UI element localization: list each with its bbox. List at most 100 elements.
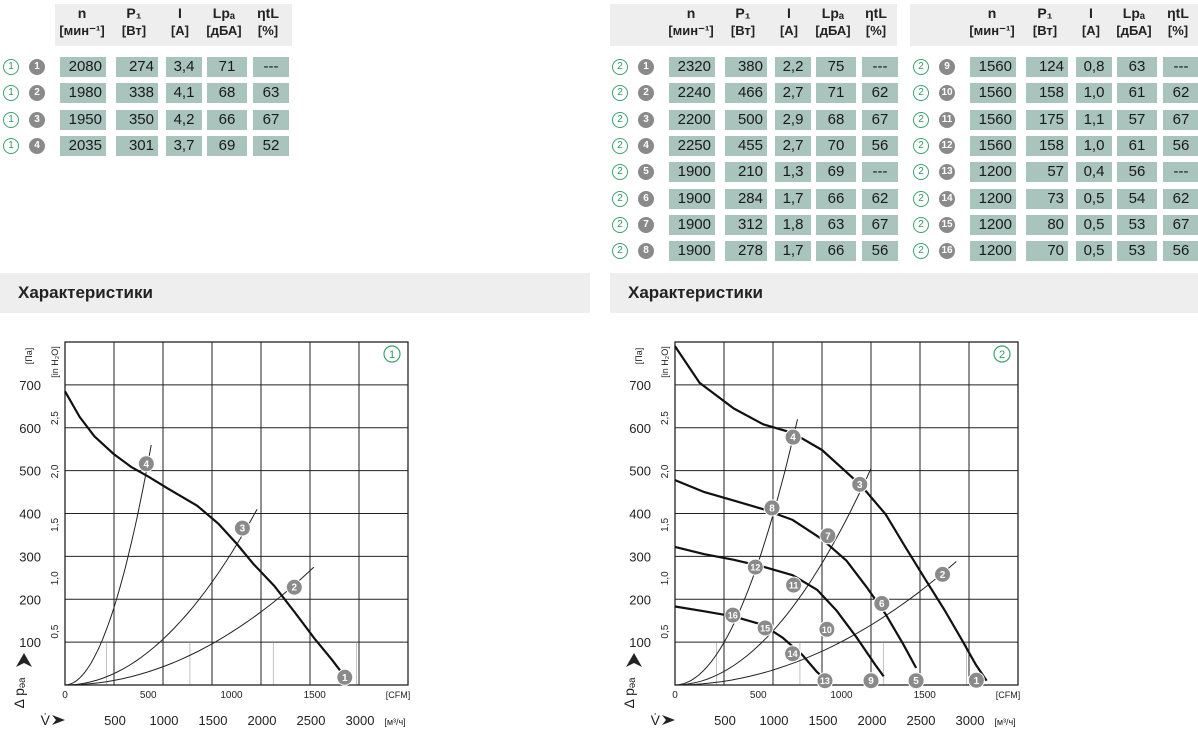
y-tick-label: 600 — [629, 421, 651, 436]
operating-point-badge: 9 — [939, 59, 955, 75]
marker-label: 12 — [750, 563, 760, 573]
table-cell-eta: --- — [1163, 57, 1198, 77]
operating-point-marker: 8 — [763, 499, 781, 517]
curve-index-icon: 2 — [612, 216, 628, 233]
table-cell-lp: 56 — [1117, 162, 1157, 183]
chart-badge-label: 1 — [389, 349, 395, 361]
table-cell-p: 70 — [1026, 241, 1068, 262]
marker-circle — [873, 595, 891, 613]
table-cell-n: 1200 — [970, 188, 1016, 209]
marker-label: 2 — [292, 583, 298, 594]
marker-circle — [756, 619, 774, 637]
x2-tick-label: 500 — [140, 690, 157, 701]
table-cell-lp: 53 — [1117, 241, 1157, 262]
table-cell-lp: 68 — [816, 109, 856, 130]
marker-circle — [934, 565, 952, 583]
operating-point-marker: 7 — [819, 527, 837, 545]
marker-label: 14 — [788, 649, 798, 659]
marker-circle — [907, 672, 925, 690]
y-tick-label: 400 — [629, 507, 651, 522]
x2-tick-label: 1500 — [914, 690, 937, 701]
x-tick-label: 2000 — [248, 713, 277, 728]
marker-label: 6 — [879, 599, 885, 610]
operating-point-badge: 2 — [29, 85, 45, 102]
operating-point-marker: 4 — [137, 455, 155, 473]
operating-point-badge: 6 — [638, 190, 654, 207]
chart-curve-1: 1 1 2 3 4 100 200 300 400 500 600 700 0,5 1,0 1,5 2,0 2,… — [11, 341, 411, 728]
fan-curve — [674, 545, 885, 678]
x-tick-label: 1000 — [760, 713, 789, 728]
marker-circle — [285, 578, 303, 596]
table-cell-i: 4,2 — [166, 109, 202, 130]
marker-circle — [336, 668, 354, 686]
y2-tick-label: 2,0 — [50, 464, 61, 478]
table-cell-eta: 67 — [1163, 214, 1198, 235]
operating-point-badge: 3 — [638, 111, 654, 128]
plot-frame — [64, 341, 409, 686]
table-cell-p: 350 — [116, 109, 158, 130]
y2-tick-label: 1,5 — [660, 517, 671, 531]
header-lpa: Lpₐ [дБА] — [206, 5, 242, 38]
y-unit-label: [Па] — [634, 348, 644, 364]
table-cell-n: 2250 — [669, 135, 715, 156]
curve-index-icon: 2 — [612, 59, 628, 75]
table-header-bar — [610, 4, 897, 46]
table-cell-i: 2,7 — [775, 135, 811, 156]
table-cell-n: 1560 — [970, 109, 1016, 130]
header-eta: ηtL [%] — [865, 5, 887, 38]
operating-point-marker: 1 — [336, 668, 354, 686]
table-cell-eta: 62 — [1163, 188, 1198, 209]
table-cell-p: 73 — [1026, 188, 1068, 209]
marker-circle — [784, 428, 802, 446]
table-cell-eta: --- — [1163, 162, 1198, 183]
y-axis-title: Δ pₔₐ — [11, 677, 27, 708]
operating-point-marker: 11 — [785, 576, 803, 594]
y2-tick-label: 2,5 — [660, 411, 671, 425]
table-cell-i: 1,7 — [775, 241, 811, 262]
y-tick-label: 400 — [19, 507, 41, 522]
table-curve-2b: n [мин⁻¹] P₁ [Вт] I [А] Lpₐ [дБА] ηtL [%] — [0, 0, 1198, 270]
table-cell-n: 1900 — [669, 188, 715, 209]
x2-tick-label: 1000 — [220, 690, 243, 701]
y-tick-label: 200 — [629, 592, 651, 607]
table-cell-eta: 56 — [862, 241, 898, 262]
header-n: n [мин⁻¹] — [59, 5, 105, 38]
header-p1: P₁ [Вт] — [1032, 5, 1058, 38]
marker-label: 16 — [728, 611, 738, 621]
header-n: n [мин⁻¹] — [668, 5, 714, 38]
fan-curve — [674, 605, 829, 683]
x-tick-label: 500 — [104, 713, 126, 728]
table-curve-1: n [мин⁻¹] P₁ [Вт] I [А] Lpₐ [дБА] ηtL [%] — [0, 0, 300, 160]
operating-point-badge: 13 — [939, 164, 955, 181]
table-cell-n: 1900 — [669, 214, 715, 235]
marker-circle — [233, 519, 251, 537]
table-cell-eta: 67 — [253, 109, 289, 130]
table-header-bar — [55, 4, 292, 46]
x2-tick-label: 1000 — [830, 690, 853, 701]
table-cell-eta: 62 — [862, 83, 898, 104]
table-cell-i: 1,3 — [775, 162, 811, 183]
header-p1: P₁ [Вт] — [730, 5, 756, 38]
table-cell-n: 2320 — [669, 57, 715, 77]
curve-index-icon: 2 — [612, 243, 628, 260]
plot-frame — [674, 341, 1019, 686]
x2-tick-label: 500 — [750, 690, 767, 701]
table-cell-p: 124 — [1026, 57, 1068, 77]
x2-tick-label: 0 — [672, 690, 678, 701]
header-i: I [А] — [170, 5, 190, 38]
operating-point-badge: 2 — [638, 85, 654, 102]
y-tick-label: 600 — [19, 421, 41, 436]
curve-index-icon: 1 — [3, 59, 19, 75]
operating-point-badge: 7 — [638, 216, 654, 233]
fan-curve — [64, 390, 347, 678]
section-band-left: Характеристики — [0, 273, 590, 313]
marker-circle — [784, 645, 802, 663]
y-axis-title: Δ pₔₐ — [621, 677, 637, 708]
x-axis-title: V̇ — [41, 712, 51, 728]
y2-tick-label: 2,5 — [50, 411, 61, 425]
operating-point-badge: 12 — [939, 137, 955, 154]
table-cell-i: 0,5 — [1076, 241, 1112, 262]
table-cell-n: 1560 — [970, 57, 1016, 77]
x2-unit-label: [CFM] — [386, 690, 411, 700]
